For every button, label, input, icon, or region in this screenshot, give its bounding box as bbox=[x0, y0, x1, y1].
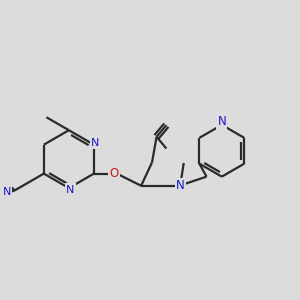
Text: N: N bbox=[176, 179, 185, 192]
Text: N: N bbox=[3, 187, 11, 197]
Text: N: N bbox=[91, 138, 100, 148]
Text: N: N bbox=[218, 115, 226, 128]
Text: O: O bbox=[109, 167, 118, 180]
Text: N: N bbox=[66, 184, 75, 195]
